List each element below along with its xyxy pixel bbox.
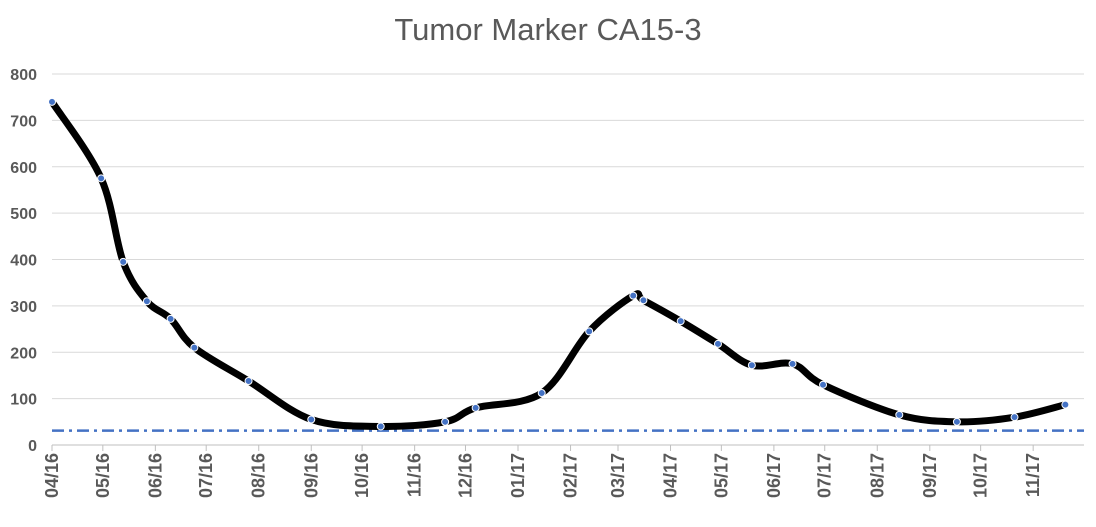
data-point [97, 174, 106, 183]
y-tick-label: 600 [10, 160, 37, 177]
y-tick-label: 500 [10, 206, 37, 223]
y-tick-label: 800 [10, 67, 37, 84]
y-tick-label: 0 [28, 438, 37, 455]
x-tick-label: 04/17 [661, 453, 681, 498]
data-point [48, 97, 56, 106]
y-tick-label: 300 [10, 299, 37, 316]
x-tick-label: 07/17 [815, 453, 835, 498]
data-point [895, 410, 904, 419]
data-point [537, 389, 546, 398]
data-point [471, 403, 480, 412]
data-point [819, 380, 828, 389]
x-tick-label: 10/16 [352, 453, 372, 498]
x-tick-label: 02/17 [561, 453, 581, 498]
y-tick-label: 100 [10, 392, 37, 409]
x-tick-label: 11/17 [1023, 453, 1043, 497]
data-point [952, 417, 961, 426]
data-point [629, 291, 638, 300]
data-point [441, 417, 450, 426]
series-line [48, 98, 1069, 430]
x-tick-label: 01/17 [508, 453, 528, 498]
data-point [585, 327, 594, 336]
data-point [1061, 400, 1070, 409]
x-tick-label: 05/16 [93, 453, 113, 498]
data-point [713, 339, 722, 348]
y-tick-label: 400 [10, 253, 37, 270]
data-point [747, 361, 756, 370]
data-point [119, 257, 128, 266]
x-tick-label: 06/17 [764, 453, 784, 498]
x-tick-label: 08/16 [249, 453, 269, 498]
y-tick-label: 700 [10, 113, 37, 130]
data-point [1010, 413, 1019, 422]
x-tick-label: 12/16 [455, 453, 475, 498]
data-point [376, 422, 385, 431]
data-point [639, 296, 648, 305]
x-tick-label: 09/16 [301, 453, 321, 498]
x-tick-label: 09/17 [920, 453, 940, 498]
data-point [676, 317, 685, 326]
x-tick-label: 11/16 [405, 453, 425, 497]
x-tick-label: 04/16 [42, 453, 62, 498]
x-tick-label: 07/16 [196, 453, 216, 498]
y-tick-label: 200 [10, 345, 37, 362]
x-tick-label: 06/16 [145, 453, 165, 498]
x-tick-label: 03/17 [608, 453, 628, 498]
data-point [142, 297, 151, 306]
data-point [190, 343, 199, 352]
data-point [307, 415, 316, 424]
x-tick-label: 08/17 [867, 453, 887, 498]
data-point [166, 314, 175, 323]
data-point [788, 359, 797, 368]
x-tick-label: 05/17 [711, 453, 731, 498]
x-tick-label: 10/17 [971, 453, 991, 498]
chart-title: Tumor Marker CA15-3 [394, 12, 702, 47]
data-point [244, 377, 253, 386]
